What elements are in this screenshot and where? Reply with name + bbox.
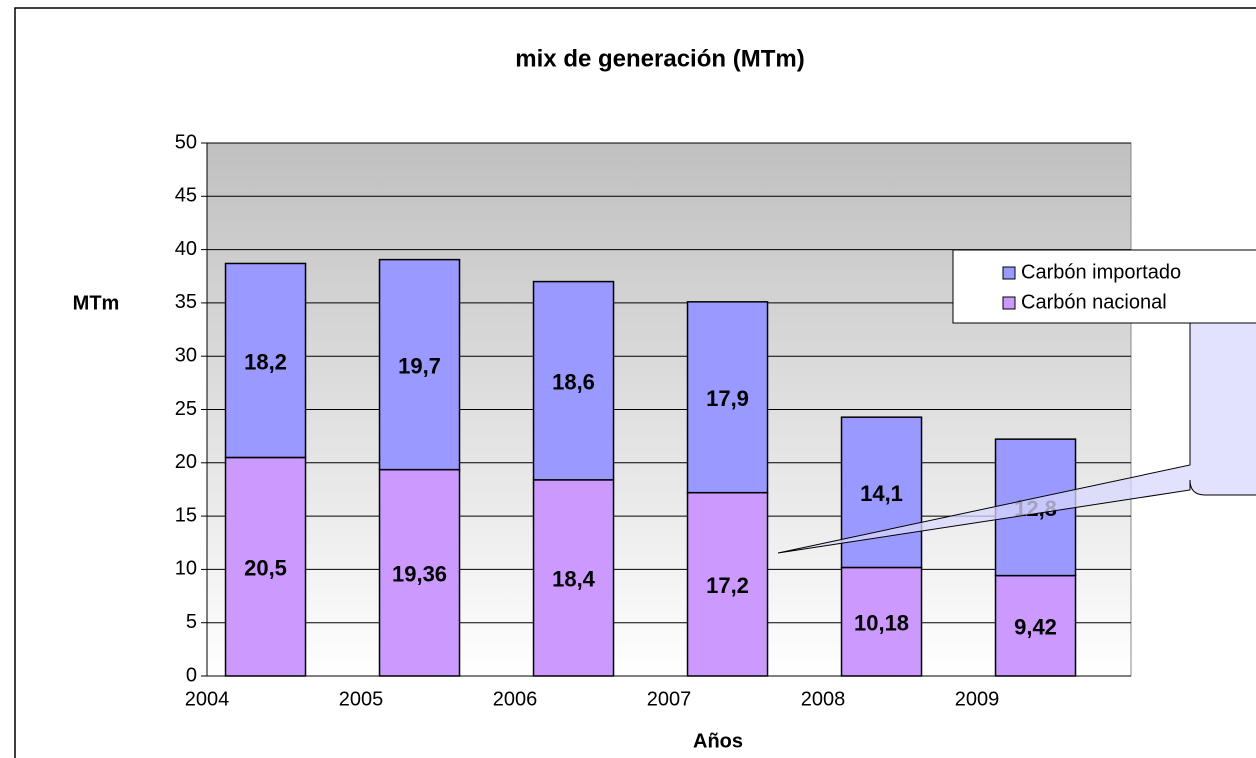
value-label: 20,5 [244,556,287,581]
y-tick-label: 35 [175,291,197,313]
y-tick-label: 15 [175,504,197,526]
bar-segment [532,479,615,677]
legend-swatch [1002,296,1016,310]
value-label: 17,2 [706,573,749,598]
y-tick-label: 50 [175,131,197,153]
y-axis-title: MTm [73,292,120,314]
bar-segment [224,262,307,459]
x-tick-label: 2009 [955,688,1000,710]
value-label: 9,42 [1014,615,1057,640]
y-tick-label: 40 [175,238,197,260]
bar-segment [686,301,769,494]
y-tick-label: 25 [175,398,197,420]
x-tick-label: 2008 [801,688,846,710]
bar-segment [378,468,461,677]
y-tick-label: 5 [186,611,197,633]
y-tick-label: 30 [175,344,197,366]
x-axis-title: Años [693,730,743,752]
bar-segment [532,280,615,481]
value-label: 18,4 [552,567,596,592]
legend-label: Carbón nacional [1021,291,1167,313]
bar-segment [994,574,1077,677]
bar-segment [840,416,923,569]
value-label: 19,36 [392,562,447,587]
y-tick-label: 0 [186,664,197,686]
y-tick-label: 20 [175,451,197,473]
value-label: 14,1 [860,481,903,506]
y-tick-label: 10 [175,558,197,580]
value-label: 10,18 [854,611,909,636]
x-tick-label: 2004 [185,688,230,710]
value-label: 18,2 [244,349,287,374]
x-tick-label: 2005 [339,688,384,710]
legend-swatch [1002,266,1016,280]
x-tick-label: 2006 [493,688,538,710]
x-tick-label: 2007 [647,688,692,710]
bar-segment [378,258,461,471]
y-tick-label: 45 [175,185,197,207]
value-label: 17,9 [706,386,749,411]
bar-segment [686,491,769,677]
bar-segment [224,456,307,677]
chart-title: mix de generación (MTm) [515,45,804,72]
value-label: 19,7 [398,353,441,378]
value-label: 18,6 [552,370,595,395]
bar-segment [840,566,923,677]
legend-label: Carbón importado [1021,261,1181,283]
legend [952,249,1256,324]
